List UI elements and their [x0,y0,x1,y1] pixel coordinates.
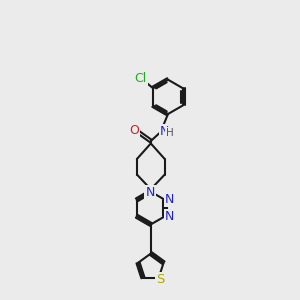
Text: S: S [157,273,165,286]
Text: H: H [166,128,174,138]
Text: N: N [145,186,155,200]
Text: N: N [160,125,169,138]
Text: N: N [165,194,175,206]
Text: Cl: Cl [135,72,147,86]
Text: N: N [165,210,175,223]
Text: O: O [129,124,139,137]
